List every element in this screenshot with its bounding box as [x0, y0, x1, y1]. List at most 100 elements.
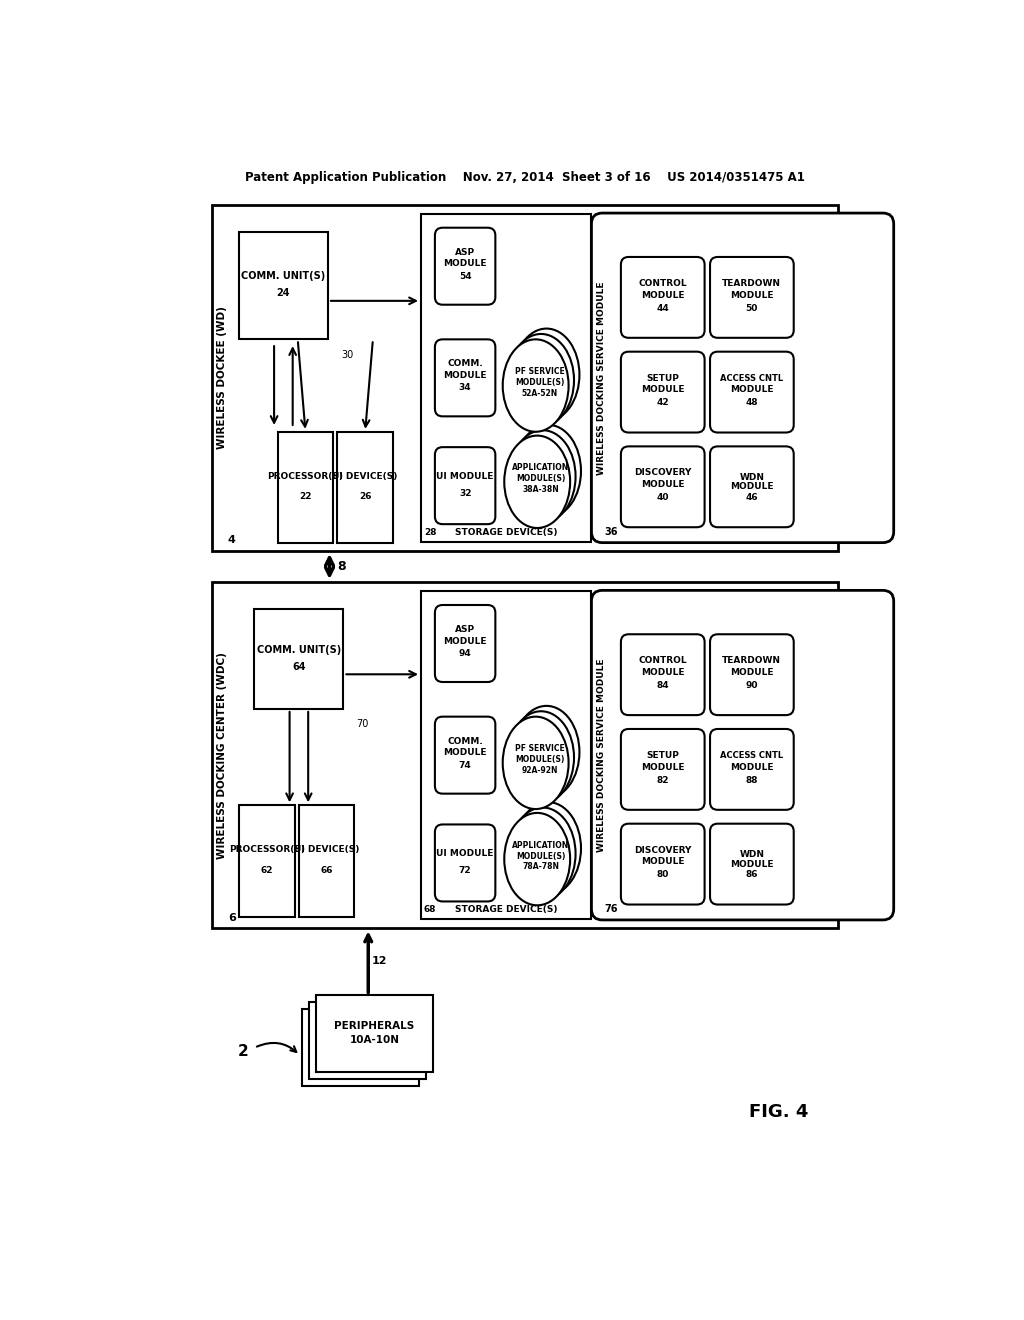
Text: 78A-78N: 78A-78N: [522, 862, 559, 871]
Text: MODULE: MODULE: [730, 859, 773, 869]
Ellipse shape: [510, 430, 575, 523]
Text: MODULE: MODULE: [730, 668, 773, 677]
FancyBboxPatch shape: [621, 635, 705, 715]
FancyBboxPatch shape: [435, 227, 496, 305]
Text: UI DEVICE(S): UI DEVICE(S): [294, 845, 359, 854]
FancyBboxPatch shape: [710, 351, 794, 433]
FancyBboxPatch shape: [435, 339, 496, 416]
Text: 22: 22: [299, 492, 311, 502]
Text: MODULE: MODULE: [641, 385, 684, 395]
Text: MODULE: MODULE: [443, 260, 486, 268]
Text: 92A-92N: 92A-92N: [521, 766, 558, 775]
FancyBboxPatch shape: [435, 717, 496, 793]
Ellipse shape: [508, 334, 574, 426]
Text: MODULE(S): MODULE(S): [516, 474, 566, 483]
Text: 4: 4: [228, 536, 236, 545]
Text: COMM. UNIT(S): COMM. UNIT(S): [257, 644, 341, 655]
Text: 26: 26: [358, 492, 372, 502]
Text: 84: 84: [656, 681, 669, 690]
Text: 82: 82: [656, 776, 669, 784]
Text: PF SERVICE: PF SERVICE: [515, 744, 564, 754]
Text: CONTROL: CONTROL: [638, 656, 687, 665]
Ellipse shape: [503, 339, 568, 432]
Text: UI DEVICE(S): UI DEVICE(S): [333, 471, 398, 480]
Text: APPLICATION: APPLICATION: [512, 463, 569, 473]
Text: PERIPHERALS: PERIPHERALS: [334, 1022, 415, 1031]
Text: 64: 64: [292, 661, 305, 672]
Text: MODULE: MODULE: [641, 480, 684, 488]
Text: 12: 12: [372, 956, 388, 966]
Text: MODULE: MODULE: [730, 385, 773, 395]
Text: MODULE(S): MODULE(S): [515, 755, 564, 764]
Text: 52A-52N: 52A-52N: [521, 389, 558, 397]
Bar: [302, 1010, 419, 1086]
Text: PROCESSOR(S): PROCESSOR(S): [228, 845, 305, 854]
Text: 66: 66: [321, 866, 333, 875]
Text: 76: 76: [605, 904, 618, 915]
Text: CONTROL: CONTROL: [638, 279, 687, 288]
Text: DISCOVERY: DISCOVERY: [634, 469, 691, 478]
Text: 54: 54: [459, 272, 471, 281]
Text: MODULE: MODULE: [730, 482, 773, 491]
Text: STORAGE DEVICE(S): STORAGE DEVICE(S): [455, 528, 557, 537]
Bar: [278, 432, 334, 544]
FancyBboxPatch shape: [710, 446, 794, 527]
Text: MODULE: MODULE: [730, 290, 773, 300]
Text: MODULE: MODULE: [443, 636, 486, 645]
FancyBboxPatch shape: [435, 605, 496, 682]
Text: TEARDOWN: TEARDOWN: [722, 656, 781, 665]
Bar: [212, 582, 838, 928]
FancyBboxPatch shape: [592, 213, 894, 543]
Text: APPLICATION: APPLICATION: [512, 841, 569, 850]
Text: PF SERVICE: PF SERVICE: [515, 367, 564, 376]
Text: 28: 28: [424, 528, 436, 537]
FancyBboxPatch shape: [621, 257, 705, 338]
FancyBboxPatch shape: [710, 824, 794, 904]
Text: ACCESS CNTL: ACCESS CNTL: [720, 751, 783, 760]
Text: SETUP: SETUP: [646, 751, 679, 760]
Bar: [239, 231, 328, 339]
Ellipse shape: [504, 813, 570, 906]
Text: 30: 30: [341, 350, 353, 360]
Text: MODULE: MODULE: [641, 668, 684, 677]
Text: ASP: ASP: [455, 626, 475, 634]
FancyBboxPatch shape: [621, 351, 705, 433]
Text: MODULE: MODULE: [443, 371, 486, 380]
Text: UI MODULE: UI MODULE: [436, 849, 494, 858]
Ellipse shape: [510, 808, 575, 900]
Ellipse shape: [514, 329, 580, 421]
Text: COMM. UNIT(S): COMM. UNIT(S): [242, 271, 326, 281]
Text: UI MODULE: UI MODULE: [436, 473, 494, 480]
Text: ACCESS CNTL: ACCESS CNTL: [720, 374, 783, 383]
FancyBboxPatch shape: [592, 590, 894, 920]
Text: 90: 90: [745, 681, 758, 690]
Text: MODULE: MODULE: [641, 290, 684, 300]
Bar: [239, 805, 295, 917]
Text: MODULE(S): MODULE(S): [515, 378, 564, 387]
Text: DISCOVERY: DISCOVERY: [634, 846, 691, 855]
Text: MODULE: MODULE: [641, 763, 684, 772]
Text: SETUP: SETUP: [646, 374, 679, 383]
Text: 32: 32: [459, 488, 471, 498]
Text: WIRELESS DOCKING CENTER (WDC): WIRELESS DOCKING CENTER (WDC): [217, 652, 226, 858]
Text: COMM.: COMM.: [447, 359, 483, 368]
Text: PROCESSOR(S): PROCESSOR(S): [267, 471, 343, 480]
FancyBboxPatch shape: [435, 825, 496, 902]
Text: 72: 72: [459, 866, 471, 875]
Text: 8: 8: [337, 560, 345, 573]
Text: MODULE: MODULE: [641, 857, 684, 866]
Text: 62: 62: [260, 866, 273, 875]
Text: Patent Application Publication    Nov. 27, 2014  Sheet 3 of 16    US 2014/035147: Patent Application Publication Nov. 27, …: [245, 172, 805, 185]
Text: 70: 70: [356, 719, 369, 730]
Text: WDN: WDN: [739, 850, 764, 859]
Text: COMM.: COMM.: [447, 737, 483, 746]
Text: 10A-10N: 10A-10N: [349, 1035, 399, 1045]
Text: 50: 50: [745, 304, 758, 313]
Text: 34: 34: [459, 383, 471, 392]
Bar: [421, 591, 592, 919]
Text: WIRELESS DOCKEE (WD): WIRELESS DOCKEE (WD): [217, 306, 226, 449]
FancyBboxPatch shape: [621, 824, 705, 904]
Text: 48: 48: [745, 399, 758, 408]
Text: 44: 44: [656, 304, 669, 313]
Text: 24: 24: [276, 288, 290, 298]
